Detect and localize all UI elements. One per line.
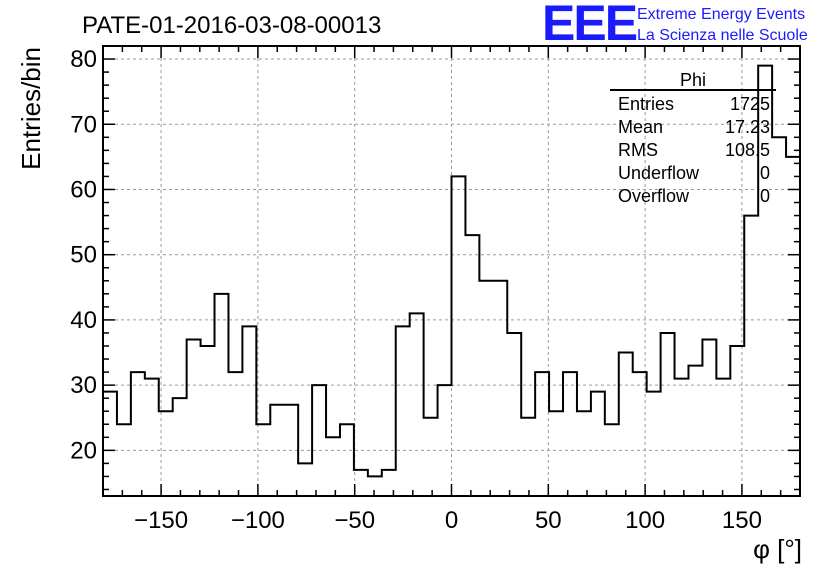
histogram-bin-40: [661, 333, 675, 496]
histogram-bin-28: [493, 281, 507, 496]
stats-value-underflow: 0: [760, 163, 770, 183]
histogram-bin-44: [716, 379, 730, 496]
histogram-series: [103, 64, 800, 496]
logo-line2: La Scienza nelle Scuole: [637, 27, 808, 44]
histogram-bin-42: [688, 366, 702, 496]
stats-box-title: Phi: [680, 70, 706, 90]
histogram-bin-4: [159, 411, 173, 496]
histogram-bin-49: [786, 157, 800, 496]
histogram-bin-22: [410, 313, 424, 496]
histogram-bin-26: [465, 235, 479, 496]
histogram-bin-27: [479, 281, 493, 496]
x-tick-label: −150: [134, 507, 188, 534]
stats-value-overflow: 0: [760, 186, 770, 206]
stats-box: Phi Entries 1725 Mean 17.23 RMS 108.5 Un…: [610, 70, 776, 206]
x-tick-label: 150: [722, 507, 762, 534]
y-tick-label: 70: [70, 111, 97, 138]
histogram-bin-16: [326, 437, 340, 496]
y-tick-label: 50: [70, 242, 97, 269]
histogram-bin-10: [242, 326, 256, 496]
x-axis-label: φ [°]: [753, 534, 802, 564]
x-tick-label: 0: [445, 507, 458, 534]
histogram-bin-37: [619, 353, 633, 496]
y-tick-label: 20: [70, 437, 97, 464]
histogram-bin-6: [187, 339, 201, 496]
histogram-bin-0: [103, 392, 117, 496]
stats-label-underflow: Underflow: [618, 163, 700, 183]
x-tick-label: −100: [231, 507, 285, 534]
chart-title: PATE-01-2016-03-08-00013: [82, 12, 381, 39]
histogram-bin-36: [605, 424, 619, 496]
stats-value-mean: 17.23: [725, 117, 770, 137]
histogram-bin-24: [438, 385, 452, 496]
histogram-bin-33: [563, 372, 577, 496]
y-tick-label: 40: [70, 307, 97, 334]
y-tick-label: 80: [70, 46, 97, 73]
histogram-bin-2: [131, 372, 145, 496]
histogram-bin-19: [368, 476, 382, 496]
histogram-bin-25: [452, 176, 466, 496]
histogram-bin-46: [744, 216, 758, 496]
logo-mark: EEE: [542, 0, 637, 51]
histogram-bin-29: [507, 333, 521, 496]
histogram-bin-31: [535, 372, 549, 496]
stats-label-entries: Entries: [618, 94, 674, 114]
x-tick-label: 100: [625, 507, 665, 534]
histogram-bin-7: [201, 346, 215, 496]
stats-value-rms: 108.5: [725, 140, 770, 160]
histogram-bin-38: [633, 372, 647, 496]
histogram-bin-35: [591, 392, 605, 496]
histogram-bin-5: [173, 398, 187, 496]
histogram-bin-32: [549, 411, 563, 496]
logo-line1: Extreme Energy Events: [637, 6, 805, 23]
histogram-bin-3: [145, 379, 159, 496]
y-tick-label: 30: [70, 372, 97, 399]
x-tick-label: 50: [535, 507, 562, 534]
histogram-bin-8: [215, 294, 229, 496]
axis-ticks: [102, 45, 801, 496]
axis-tick-labels: −150 −100 −50 0 50 100 150 20 30 40 50 60 70 80: [70, 46, 762, 534]
x-tick-label: −50: [334, 507, 375, 534]
stats-label-rms: RMS: [618, 140, 658, 160]
histogram-bin-30: [521, 418, 535, 496]
histogram-bin-9: [228, 372, 242, 496]
y-axis-label: Entries/bin: [16, 47, 46, 170]
stats-label-overflow: Overflow: [618, 186, 690, 206]
histogram-bin-41: [675, 379, 689, 496]
histogram-bin-48: [772, 137, 786, 496]
y-tick-label: 60: [70, 176, 97, 203]
stats-label-mean: Mean: [618, 117, 663, 137]
histogram-step-line: [103, 64, 800, 478]
histogram-bin-43: [702, 339, 716, 496]
histogram-bin-23: [424, 418, 438, 496]
logo: EEE Extreme Energy Events La Scienza nel…: [542, 0, 808, 51]
histogram-bin-1: [117, 424, 131, 496]
histogram-bin-17: [340, 424, 354, 496]
histogram-bin-14: [298, 463, 312, 496]
histogram-bin-34: [577, 411, 591, 496]
histogram-bin-39: [647, 392, 661, 496]
stats-value-entries: 1725: [730, 94, 770, 114]
histogram-bin-15: [312, 385, 326, 496]
histogram-bin-18: [354, 470, 368, 496]
histogram-bin-21: [396, 326, 410, 496]
